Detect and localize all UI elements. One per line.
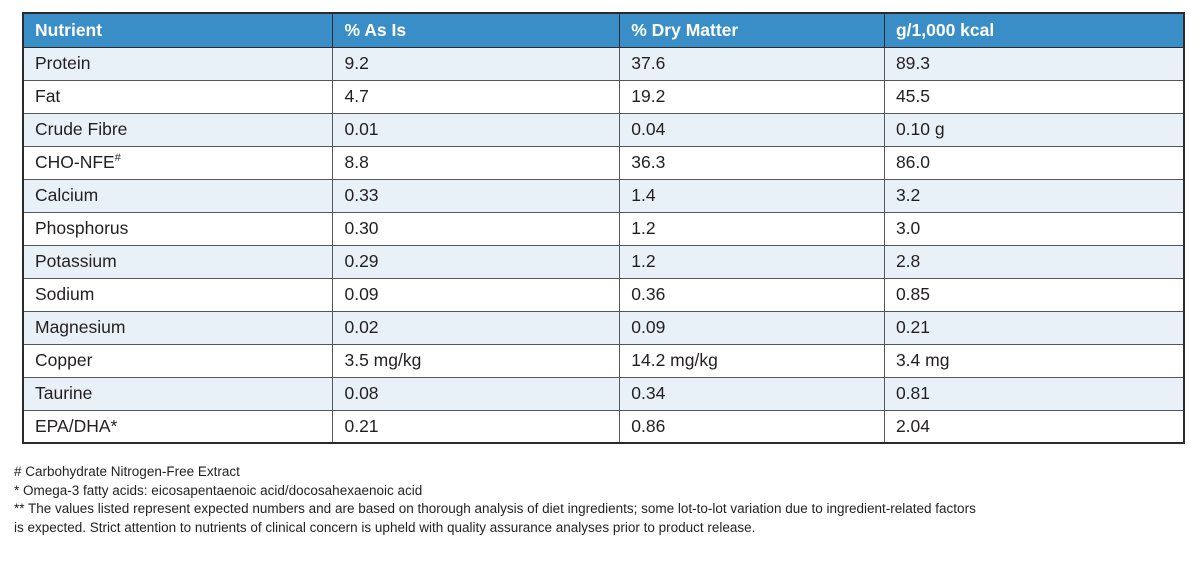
as-is-cell: 0.21 [332,409,621,444]
dry-matter-cell: 0.09 [619,310,885,345]
as-is-cell: 0.29 [332,244,621,279]
table-row: Copper 3.5 mg/kg 14.2 mg/kg 3.4 mg [22,343,1185,378]
dry-matter-cell: 1.4 [619,178,885,213]
nutrient-cell: Copper [22,343,334,378]
table-row: Protein 9.2 37.6 89.3 [22,46,1185,81]
per-1000-kcal-cell: 0.81 [883,376,1185,411]
as-is-cell: 3.5 mg/kg [332,343,621,378]
dry-matter-cell: 0.34 [619,376,885,411]
as-is-cell: 0.33 [332,178,621,213]
table-row: Magnesium 0.02 0.09 0.21 [22,310,1185,345]
nutrient-analysis-table: Nutrient % As Is % Dry Matter g/1,000 kc… [22,12,1185,444]
nutrient-cell: Taurine [22,376,334,411]
column-header-as-is: % As Is [332,12,621,48]
table-row: Sodium 0.09 0.36 0.85 [22,277,1185,312]
nutrient-cell: Sodium [22,277,334,312]
column-header-dry-matter: % Dry Matter [619,12,885,48]
nutrient-cell: CHO-NFE# [22,145,334,180]
as-is-cell: 8.8 [332,145,621,180]
nutrient-cell: EPA/DHA* [22,409,334,444]
per-1000-kcal-cell: 89.3 [883,46,1185,81]
dry-matter-cell: 14.2 mg/kg [619,343,885,378]
dry-matter-cell: 0.36 [619,277,885,312]
table-row: Crude Fibre 0.01 0.04 0.10 g [22,112,1185,147]
footnotes: # Carbohydrate Nitrogen-Free Extract * O… [14,463,982,537]
footnote-line-cho-nfe: # Carbohydrate Nitrogen-Free Extract [14,464,240,479]
table-body: Protein 9.2 37.6 89.3 Fat 4.7 19.2 45.5 Crude Fi… [22,46,1185,444]
footnote-line-omega3: * Omega-3 fatty acids: eicosapentaenoic … [14,482,423,498]
dry-matter-cell: 37.6 [619,46,885,81]
nutrient-cell: Protein [22,46,334,81]
nutrient-cell: Crude Fibre [22,112,334,147]
as-is-cell: 0.09 [332,277,621,312]
dry-matter-cell: 1.2 [619,211,885,246]
per-1000-kcal-cell: 0.85 [883,277,1185,312]
as-is-cell: 0.30 [332,211,621,246]
footnote-marker: # [114,152,121,165]
per-1000-kcal-cell: 3.4 mg [883,343,1185,378]
per-1000-kcal-cell: 0.21 [883,310,1185,345]
column-header-nutrient: Nutrient [22,12,334,48]
table-row: Calcium 0.33 1.4 3.2 [22,178,1185,213]
nutrient-analysis-table-container: Nutrient % As Is % Dry Matter g/1,000 kc… [22,12,1185,444]
per-1000-kcal-cell: 2.04 [883,409,1185,444]
nutrient-cell: Calcium [22,178,334,213]
per-1000-kcal-cell: 0.10 g [883,112,1185,147]
dry-matter-cell: 36.3 [619,145,885,180]
table-row: CHO-NFE# 8.8 36.3 86.0 [22,145,1185,180]
per-1000-kcal-cell: 3.0 [883,211,1185,246]
column-header-per-1000-kcal: g/1,000 kcal [883,12,1185,48]
per-1000-kcal-cell: 3.2 [883,178,1185,213]
as-is-cell: 4.7 [332,79,621,114]
per-1000-kcal-cell: 86.0 [883,145,1185,180]
nutrient-cell: Magnesium [22,310,334,345]
table-row: EPA/DHA* 0.21 0.86 2.04 [22,409,1185,444]
per-1000-kcal-cell: 2.8 [883,244,1185,279]
as-is-cell: 0.08 [332,376,621,411]
dry-matter-cell: 0.86 [619,409,885,444]
per-1000-kcal-cell: 45.5 [883,79,1185,114]
as-is-cell: 0.02 [332,310,621,345]
dry-matter-cell: 1.2 [619,244,885,279]
as-is-cell: 9.2 [332,46,621,81]
as-is-cell: 0.01 [332,112,621,147]
footnote-line-disclaimer: ** The values listed represent expected … [14,501,976,535]
table-row: Phosphorus 0.30 1.2 3.0 [22,211,1185,246]
table-row: Taurine 0.08 0.34 0.81 [22,376,1185,411]
dry-matter-cell: 19.2 [619,79,885,114]
dry-matter-cell: 0.04 [619,112,885,147]
table-row: Fat 4.7 19.2 45.5 [22,79,1185,114]
nutrient-cell: Phosphorus [22,211,334,246]
nutrient-cell: Potassium [22,244,334,279]
table-row: Potassium 0.29 1.2 2.8 [22,244,1185,279]
nutrient-cell: Fat [22,79,334,114]
table-header-row: Nutrient % As Is % Dry Matter g/1,000 kc… [22,12,1185,48]
